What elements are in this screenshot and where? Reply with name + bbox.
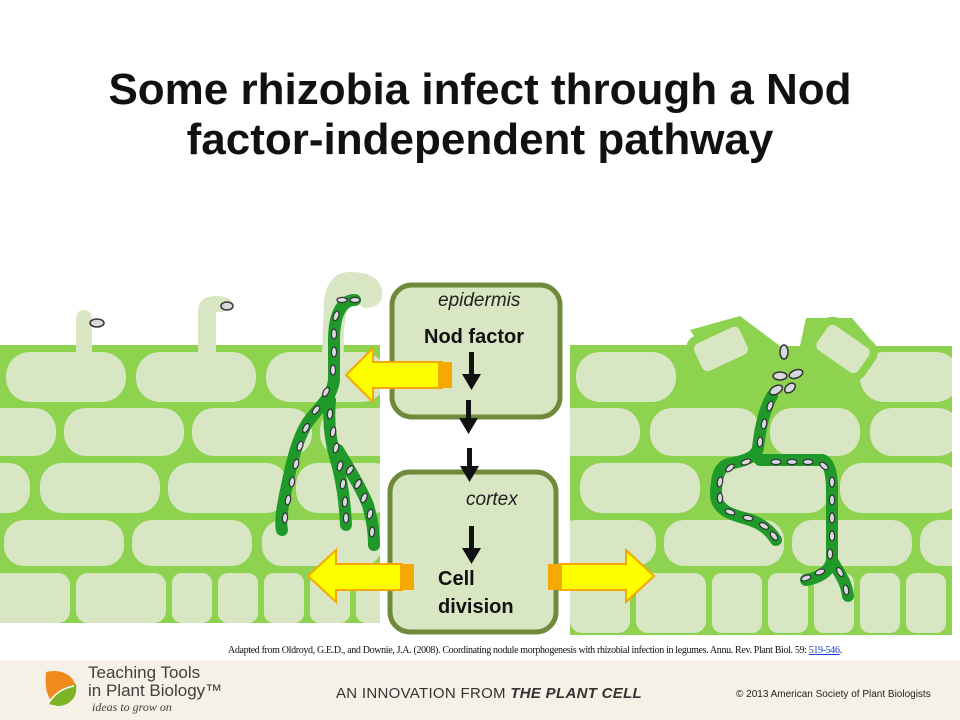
rhizobium-bacterium (326, 408, 334, 420)
logo-title-line1: Teaching Tools (88, 663, 201, 682)
arrow-left-icon (344, 345, 452, 405)
rhizobium-bacterium (740, 458, 752, 466)
citation-tail: . (839, 645, 843, 656)
logo-title-line2: in Plant Biology™ (88, 681, 223, 700)
arrow-down-icon (460, 448, 479, 482)
rhizobium-bacterium (828, 512, 836, 524)
rhizobium-bacterium (724, 508, 736, 516)
rhizobium-bacterium (828, 530, 836, 542)
rhizobium-bacterium (769, 531, 779, 541)
rhizobium-bacterium (814, 568, 826, 576)
bacteria-in-thread-right (716, 400, 850, 596)
rhizobium-bacterium (760, 418, 768, 430)
rhizobium-bacterium (339, 478, 347, 490)
innovation-prefix: AN INNOVATION FROM (336, 685, 511, 702)
rhizobium-bacterium (786, 458, 798, 466)
displaced-epidermal-cell (685, 318, 757, 380)
displaced-epidermal-cell (808, 316, 878, 382)
pathway-down-arrows (459, 352, 481, 564)
rhizobium-bacterium (716, 492, 724, 504)
copyright: © 2013 American Society of Plant Biologi… (736, 689, 931, 700)
rhizobium-bacterium (332, 442, 340, 454)
rhizobium-bacterium (360, 492, 368, 504)
rhizobium-bacterium (716, 476, 724, 488)
rhizobium-bacterium (828, 494, 836, 506)
citation-link[interactable]: 519-546 (808, 645, 840, 656)
rhizobium-bacterium (332, 310, 340, 322)
rhizobium-bacterium (366, 508, 374, 520)
rhizobium-bacterium (330, 346, 338, 358)
rhizobium-bacterium (725, 463, 735, 473)
arrow-right-icon (548, 547, 656, 605)
rhizobium-bacterium (368, 526, 376, 538)
rhizobium-bacterium (770, 458, 782, 466)
root-hair-1 (76, 310, 92, 352)
rhizobium-bacterium (292, 458, 300, 470)
bacteria-in-thread-left (281, 296, 376, 538)
epidermis-label: epidermis (438, 290, 521, 311)
logo-title: Teaching Tools in Plant Biology™ (88, 664, 222, 700)
rhizobium-bacterium (336, 460, 344, 472)
arrow-down-icon (462, 526, 481, 564)
rhizobium-bacterium (766, 400, 774, 412)
rhizobium-bacterium (345, 465, 355, 475)
rhizobium-bacterium (341, 496, 349, 508)
division-label: division (438, 596, 514, 618)
rhizobium-bacterium (302, 422, 310, 434)
slide-title: Some rhizobia infect through a Nod facto… (0, 65, 960, 165)
rhizobium-bacterium (284, 494, 292, 506)
rhizobium-bacterium (349, 296, 361, 304)
left-cell-layers (0, 352, 380, 623)
cortex-label: cortex (466, 489, 519, 510)
citation: Adapted from Oldroyd, G.E.D., and Downie… (228, 645, 842, 656)
logo-tagline: ideas to grow on (92, 700, 172, 714)
rhizobium-bacterium (342, 512, 350, 524)
rhizobium-bacterium (826, 548, 834, 560)
innovation-brand: THE PLANT CELL (510, 685, 643, 702)
rhizobium-bacterium (836, 566, 844, 578)
rhizobium-bacterium (756, 436, 764, 448)
rhizobium-bacterium (311, 405, 321, 415)
rhizobium-bacterium (742, 514, 754, 522)
rhizobium-bacterium (800, 574, 812, 582)
rhizobium-bacterium (336, 296, 348, 304)
rhizobium-bacterium (288, 476, 296, 488)
rhizobium-bacterium (828, 476, 836, 488)
arrow-down-icon (462, 352, 481, 390)
rhizobium-bacterium (281, 512, 289, 524)
teaching-tools-leaf-icon (45, 670, 77, 706)
rhizobium-bacterium (758, 522, 770, 530)
rhizobium-bacterium (329, 426, 337, 438)
rhizobium-bacterium (354, 478, 362, 490)
slide-title-line2: factor-independent pathway (186, 115, 774, 165)
innovation-credit: AN INNOVATION FROM THE PLANT CELL (336, 685, 642, 702)
rhizobium-bacterium (330, 328, 338, 340)
rhizobium-bacterium (842, 584, 850, 596)
footer-bar (0, 660, 960, 720)
rhizobium-bacterium (329, 364, 337, 376)
cell-label: Cell (438, 568, 475, 590)
rhizobia-at-crack (768, 344, 804, 396)
rhizobium-bacterium (296, 440, 304, 452)
right-cell-layers (570, 352, 952, 633)
rhizobium-free (220, 301, 234, 311)
left-root-tissue (0, 272, 383, 623)
arrow-down-icon (459, 400, 478, 434)
right-root-tissue (570, 316, 952, 635)
arrow-left-icon (306, 547, 414, 605)
rhizobium-bacterium (802, 458, 814, 466)
rhizobium-bacterium (819, 461, 829, 471)
rhizobium-bacterium (322, 386, 330, 398)
rhizobium-free (89, 318, 105, 328)
slide-title-line1: Some rhizobia infect through a Nod (108, 65, 852, 115)
infection-diagram: epidermis Nod factor cortex Cell divisio… (0, 272, 952, 635)
nod-factor-label: Nod factor (424, 326, 524, 348)
citation-text: Adapted from Oldroyd, G.E.D., and Downie… (228, 645, 809, 656)
